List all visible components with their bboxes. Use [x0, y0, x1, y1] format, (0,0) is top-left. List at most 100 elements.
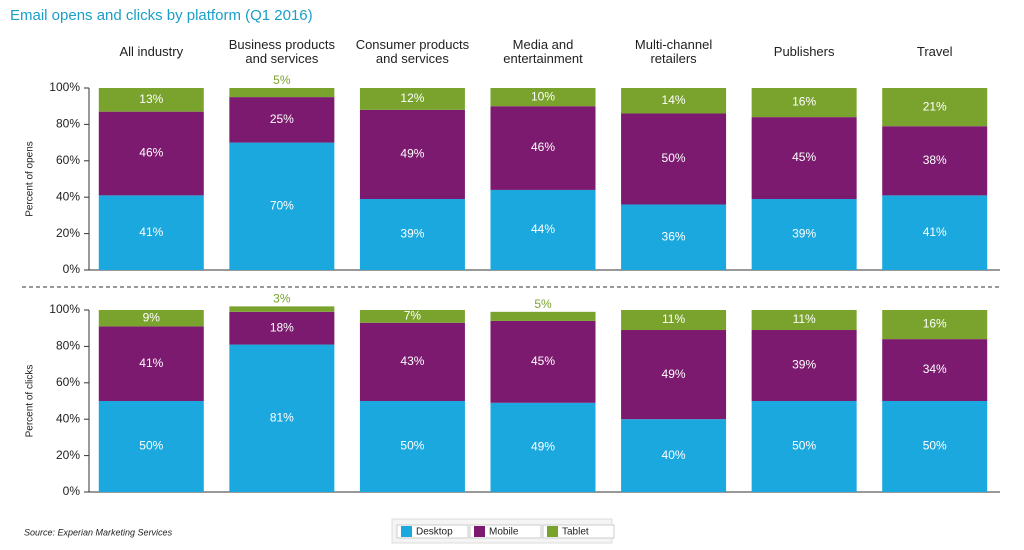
bar-segment — [621, 113, 727, 205]
bar-segment — [359, 199, 465, 270]
category-label: Consumer products and services — [356, 37, 470, 66]
y-tick-label: 80% — [56, 117, 80, 131]
category-label: All industry — [119, 44, 183, 59]
bar-segment — [98, 326, 204, 401]
bar-segment — [359, 109, 465, 200]
bar-segment — [490, 106, 596, 190]
value-label: 13% — [139, 92, 163, 106]
value-label: 44% — [531, 222, 555, 236]
bar-segment — [751, 199, 857, 270]
y-tick-label: 0% — [63, 484, 81, 498]
chart-title: Email opens and clicks by platform (Q1 2… — [10, 7, 313, 24]
value-label: 5% — [273, 73, 291, 87]
value-label: 49% — [662, 367, 686, 381]
bar-segment — [490, 320, 596, 403]
category-label: Travel — [917, 44, 953, 59]
value-label: 50% — [662, 151, 686, 165]
value-label: 34% — [923, 362, 947, 376]
value-label: 50% — [139, 439, 163, 453]
value-label: 39% — [792, 358, 816, 372]
y-tick-label: 60% — [56, 153, 80, 167]
value-label: 49% — [531, 440, 555, 454]
value-label: 18% — [270, 320, 294, 334]
y-axis-label: Percent of clicks — [25, 365, 36, 438]
y-tick-label: 100% — [49, 80, 80, 94]
bar-segment — [751, 330, 857, 401]
value-label: 12% — [400, 91, 424, 105]
bar-segment — [98, 310, 204, 327]
category-line: Media and — [513, 37, 574, 52]
y-axis-label: Percent of opens — [25, 141, 36, 217]
value-label: 46% — [139, 146, 163, 160]
bar-segment — [359, 88, 465, 110]
value-label: 36% — [662, 229, 686, 243]
bar-segment — [751, 88, 857, 118]
bar-segment — [621, 88, 727, 114]
category-label: Publishers — [774, 44, 835, 59]
value-label: 25% — [270, 112, 294, 126]
y-tick-label: 20% — [56, 226, 80, 240]
y-tick-label: 100% — [49, 302, 80, 316]
bar-segment — [882, 310, 988, 340]
value-label: 41% — [923, 225, 947, 239]
bar-segment — [490, 189, 596, 270]
legend-label: Tablet — [562, 527, 589, 538]
bar-segment — [98, 88, 204, 112]
bar-segment — [882, 401, 988, 492]
y-tick-label: 40% — [56, 189, 80, 203]
category-line: and services — [376, 51, 449, 66]
bar-segment — [882, 88, 988, 127]
value-label: 39% — [400, 227, 424, 241]
category-line: All industry — [119, 44, 183, 59]
bar-segment — [490, 88, 596, 107]
bar-segment — [621, 330, 727, 420]
y-tick-label: 80% — [56, 339, 80, 353]
value-label: 50% — [792, 439, 816, 453]
legend-box — [542, 524, 615, 539]
bar-segment — [359, 401, 465, 492]
value-label: 21% — [923, 99, 947, 113]
bar-segment — [751, 310, 857, 331]
bar-segment — [359, 310, 465, 323]
bar-segment — [490, 402, 596, 492]
value-label: 9% — [143, 310, 161, 324]
bar-segment — [98, 111, 204, 196]
value-label: 38% — [923, 153, 947, 167]
y-tick-label: 20% — [56, 448, 80, 462]
legend-box — [469, 524, 542, 539]
category-line: Multi-channel — [635, 37, 712, 52]
bar-segment — [621, 204, 727, 270]
bar-segment — [98, 401, 204, 492]
value-label: 49% — [400, 147, 424, 161]
value-label: 81% — [270, 410, 294, 424]
value-label: 3% — [273, 292, 291, 306]
source: Source: Experian Marketing Services — [24, 527, 173, 537]
category-line: entertainment — [503, 51, 583, 66]
value-label: 45% — [792, 150, 816, 164]
category-line: Travel — [917, 44, 953, 59]
value-label: 41% — [139, 225, 163, 239]
legend-swatch — [547, 526, 558, 537]
category-label: Business products and services — [229, 37, 336, 66]
bar-segment — [751, 117, 857, 200]
legend-swatch — [474, 526, 485, 537]
value-label: 11% — [793, 312, 816, 326]
value-label: 50% — [400, 439, 424, 453]
bar-segment — [229, 311, 335, 345]
legend-label: Mobile — [489, 527, 519, 538]
value-label: 7% — [404, 309, 422, 323]
legend-box — [396, 524, 469, 539]
value-label: 46% — [531, 140, 555, 154]
legend-swatch — [401, 526, 412, 537]
value-label: 39% — [792, 227, 816, 241]
category-line: Publishers — [774, 44, 835, 59]
bar-segment — [621, 419, 727, 492]
value-label: 11% — [662, 312, 685, 326]
value-label: 16% — [923, 317, 947, 331]
bar-segment — [490, 311, 596, 321]
value-label: 14% — [662, 93, 686, 107]
value-label: 10% — [531, 89, 555, 103]
bar-segment — [229, 88, 335, 98]
bar-segment — [98, 195, 204, 270]
